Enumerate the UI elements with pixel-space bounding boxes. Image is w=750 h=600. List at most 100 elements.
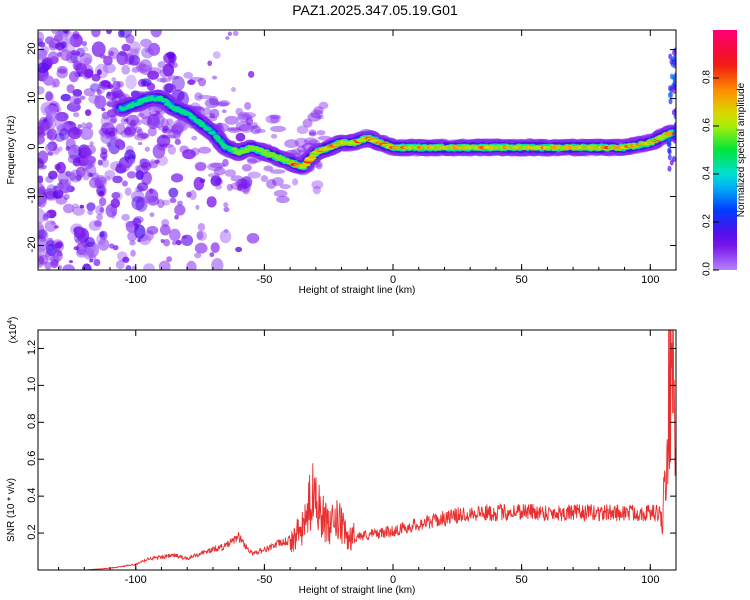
noise-blob [123, 131, 136, 137]
noise-blob [124, 127, 132, 136]
noise-blob [144, 146, 150, 152]
noise-blob [111, 192, 121, 199]
noise-blob [210, 175, 222, 187]
noise-blob [244, 102, 252, 110]
noise-blob [230, 86, 237, 93]
noise-blob [160, 118, 169, 128]
noise-blob [42, 118, 48, 123]
noise-blob [72, 206, 85, 216]
noise-blob [81, 40, 88, 47]
noise-blob [245, 116, 254, 126]
noise-blob [187, 79, 196, 85]
noise-blob [270, 133, 278, 139]
noise-blob [147, 70, 159, 80]
noise-blob [81, 46, 89, 52]
noise-blob [97, 238, 110, 251]
noise-blob [85, 122, 93, 129]
noise-blob [125, 265, 132, 270]
noise-blob [140, 132, 150, 139]
noise-blob [99, 207, 104, 213]
ridge-segment [246, 148, 252, 151]
noise-blob [105, 135, 118, 140]
noise-blob [148, 42, 161, 56]
noise-blob [83, 88, 96, 97]
noise-blob [112, 89, 125, 98]
noise-blob [168, 187, 179, 198]
noise-blob [50, 259, 59, 269]
noise-blob [43, 75, 54, 86]
y-tick-label-bottom: 0.8 [26, 414, 38, 429]
y-tick-label-bottom: 0.6 [26, 451, 38, 466]
noise-blob [269, 114, 281, 120]
x-tick-label-top: -100 [125, 274, 147, 286]
noise-blob [174, 214, 179, 220]
noise-blob [197, 94, 212, 99]
noise-blob [73, 98, 82, 105]
noise-blob [196, 230, 208, 241]
ridge-segment [262, 149, 268, 153]
ridge-segment [143, 99, 150, 103]
noise-blob [63, 193, 70, 201]
noise-blob [79, 95, 86, 100]
noise-blob [168, 61, 179, 69]
edge-blob [673, 122, 676, 128]
noise-blob [168, 52, 177, 64]
noise-blob [134, 47, 140, 53]
noise-blob [318, 101, 329, 110]
noise-blob [55, 242, 63, 249]
noise-blob [75, 225, 82, 235]
noise-blob [147, 127, 157, 137]
noise-blob [270, 125, 287, 133]
noise-blob [167, 75, 180, 80]
edge-blob [673, 62, 676, 69]
noise-blob [110, 127, 118, 133]
noise-blob [241, 112, 257, 119]
noise-blob [53, 225, 59, 229]
noise-blob [128, 54, 141, 66]
noise-blob [130, 249, 136, 257]
ridge-core [663, 131, 675, 136]
noise-blob [315, 114, 324, 120]
noise-blob [224, 115, 239, 125]
noise-blob [145, 48, 150, 53]
noise-blob [149, 110, 160, 117]
noise-blob [109, 114, 118, 123]
noise-blob [311, 180, 324, 190]
noise-blob [123, 118, 129, 122]
colorbar-tick-label: 0.4 [702, 166, 713, 180]
noise-blob [235, 178, 251, 189]
x-tick-label-top: -50 [256, 274, 272, 286]
y-tick-label-bottom: 1.0 [26, 377, 38, 392]
noise-blob [169, 228, 181, 242]
noise-blob [116, 80, 124, 88]
noise-blob [308, 129, 317, 136]
noise-blob [83, 247, 94, 260]
noise-blob [121, 43, 131, 52]
noise-blob [179, 145, 189, 154]
noise-blob [312, 185, 321, 195]
edge-blob [668, 98, 673, 105]
noise-blob [135, 185, 144, 193]
noise-blob [44, 143, 54, 153]
noise-blob [152, 143, 166, 159]
y-tick-label-bottom: 0.4 [26, 488, 38, 503]
noise-blob [136, 132, 149, 139]
noise-blob [38, 157, 44, 169]
plot-frame-top [37, 29, 677, 271]
noise-blob [218, 100, 231, 107]
noise-blob [102, 63, 116, 74]
noise-blob [115, 260, 125, 270]
noise-blob [65, 170, 71, 177]
noise-blob [131, 67, 140, 73]
noise-blob [136, 62, 146, 70]
y-tick-label-top: 0 [26, 143, 38, 149]
noise-blob [132, 217, 142, 227]
noise-blob [97, 69, 102, 76]
noise-blob [38, 183, 45, 195]
noise-blob [106, 175, 111, 181]
noise-blob [199, 178, 206, 184]
noise-blob [160, 77, 167, 83]
noise-blob [250, 125, 262, 135]
noise-blob [44, 261, 52, 270]
